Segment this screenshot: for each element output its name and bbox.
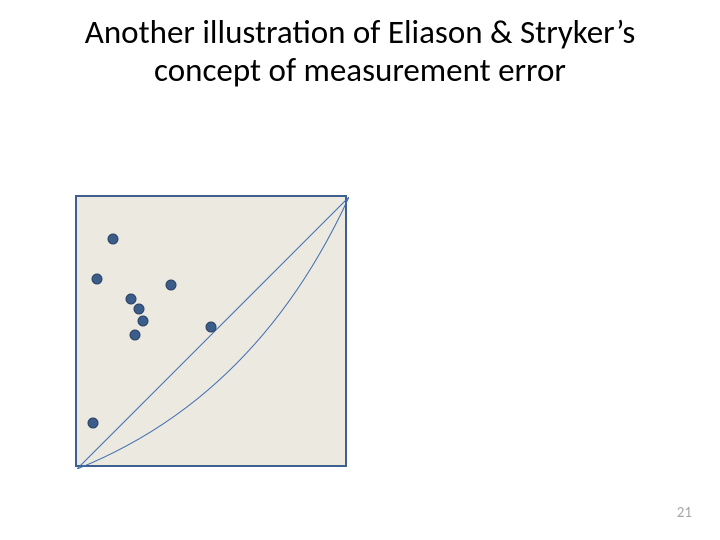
plot-background xyxy=(75,195,347,467)
scatter-dot xyxy=(138,316,149,327)
scatter-dot xyxy=(108,234,119,245)
scatter-plot xyxy=(75,195,347,467)
scatter-dot xyxy=(134,304,145,315)
page-title: Another illustration of Eliason & Stryke… xyxy=(0,0,720,90)
scatter-dot xyxy=(206,322,217,333)
scatter-dot xyxy=(166,280,177,291)
scatter-dot xyxy=(92,274,103,285)
scatter-dot xyxy=(126,294,137,305)
page-number: 21 xyxy=(677,504,692,522)
scatter-dot xyxy=(88,418,99,429)
scatter-dot xyxy=(130,330,141,341)
